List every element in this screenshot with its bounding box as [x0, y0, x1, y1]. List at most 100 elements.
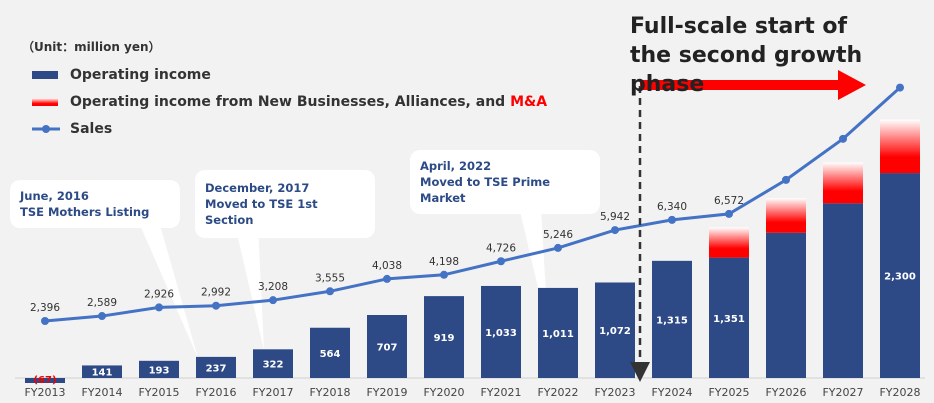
x-tick-label: FY2016 [195, 386, 236, 399]
x-tick-label: FY2020 [423, 386, 464, 399]
sales-point [326, 287, 334, 296]
unit-label: （Unit：million yen） [22, 40, 161, 54]
bar-operating-income [196, 356, 236, 378]
legend-label: Sales [70, 120, 113, 137]
headline: Full-scale start of the second growth ph… [630, 12, 934, 99]
bar-label: 237 [206, 363, 227, 374]
bar-operating-income [481, 285, 521, 378]
bar-operating-income [538, 287, 578, 378]
note-1st-section: December, 2017 Moved to TSE 1st Section [195, 170, 375, 238]
legend: （Unit：million yen） Operating income Oper… [22, 38, 547, 142]
callout-tail [235, 225, 264, 350]
x-tick-label: FY2025 [708, 386, 749, 399]
sales-point [782, 175, 790, 184]
legend-item-new-business: Operating income from New Businesses, Al… [22, 88, 547, 115]
sales-label: 3,555 [315, 272, 345, 284]
sales-label: 2,589 [87, 297, 117, 309]
sales-point [269, 296, 277, 305]
bar-operating-income [139, 360, 179, 378]
legend-label: Operating income from New Businesses, Al… [70, 93, 506, 110]
x-tick-label: FY2013 [24, 386, 65, 399]
sales-point [98, 312, 106, 321]
bar-operating-income [709, 257, 749, 378]
bar-new-business [880, 119, 920, 174]
bar-label: 193 [149, 365, 170, 376]
callout-tail [140, 225, 198, 358]
bar-operating-income [82, 365, 122, 378]
sales-point [839, 134, 847, 143]
note-prime: April, 2022 Moved to TSE Prime Market [410, 150, 600, 214]
headline-line: Full-scale start of [630, 14, 848, 39]
sales-point [611, 226, 619, 235]
bar-new-business [823, 162, 863, 204]
bar-operating-income [766, 232, 806, 378]
x-tick-label: FY2023 [594, 386, 635, 399]
bar-label: 919 [434, 333, 455, 344]
bar-label: 322 [263, 360, 284, 371]
sales-point [554, 243, 562, 252]
note-date: April, 2022 [420, 159, 492, 173]
sales-line [44, 86, 902, 323]
bar-operating-income [310, 327, 350, 378]
sales-label: 5,246 [543, 229, 573, 241]
sales-point [668, 215, 676, 224]
sales-point [896, 83, 904, 92]
growth-arrow-head [838, 70, 866, 100]
legend-highlight: M&A [510, 93, 548, 110]
bar-new-business [766, 198, 806, 233]
bar-label: 1,072 [599, 326, 631, 337]
bar-label: 707 [377, 343, 398, 354]
bar-label: 564 [320, 349, 341, 360]
bar-operating-income [25, 378, 65, 383]
bar-operating-income [823, 203, 863, 378]
x-tick-label: FY2026 [765, 386, 806, 399]
sales-label: 4,726 [486, 242, 516, 254]
bar-label: 141 [92, 368, 113, 379]
x-tick-label: FY2018 [309, 386, 350, 399]
x-tick-label: FY2019 [366, 386, 407, 399]
sales-point [155, 303, 163, 312]
note-date: June, 2016 [20, 189, 89, 203]
bar-operating-income [253, 349, 293, 378]
x-tick-label: FY2017 [252, 386, 293, 399]
bar-label: 1,351 [713, 314, 745, 325]
bar-label: 2,300 [884, 272, 916, 283]
x-tick-label: FY2027 [822, 386, 863, 399]
bar-operating-income [595, 282, 635, 378]
bar-operating-income [367, 315, 407, 378]
sales-point [41, 317, 49, 325]
sales-label: 2,396 [30, 302, 60, 314]
bar-operating-income [652, 260, 692, 378]
note-mothers: June, 2016 TSE Mothers Listing [10, 180, 180, 228]
legend-swatch [32, 70, 58, 79]
bar-label: 1,011 [542, 329, 574, 340]
sales-label: 2,926 [144, 288, 174, 300]
note-text: Moved to TSE 1st Section [205, 197, 318, 227]
bar-operating-income [880, 173, 920, 378]
bar-new-business [709, 227, 749, 258]
line-marker-icon [32, 124, 60, 133]
x-tick-label: FY2015 [138, 386, 179, 399]
sales-point [212, 301, 220, 310]
growth-arrow [640, 80, 840, 90]
legend-item-sales: Sales [22, 115, 547, 142]
note-text: TSE Mothers Listing [20, 205, 150, 219]
bar-label: 1,033 [485, 328, 517, 339]
headline-line: the second growth phase [630, 43, 863, 97]
sales-label: 4,038 [372, 260, 402, 272]
note-text: Moved to TSE Prime Market [420, 175, 551, 205]
sales-label: 4,198 [429, 256, 459, 268]
sales-point [383, 274, 391, 283]
sales-point [440, 270, 448, 279]
x-tick-label: FY2024 [651, 386, 692, 399]
sales-point [725, 209, 733, 218]
legend-swatch [32, 97, 58, 106]
sales-label: 3,208 [258, 281, 288, 293]
x-tick-label: FY2028 [879, 386, 920, 399]
legend-label: Operating income [70, 66, 211, 83]
bar-label: (67) [33, 375, 56, 386]
sales-label: 6,340 [657, 201, 687, 213]
sales-label: 2,992 [201, 287, 231, 299]
